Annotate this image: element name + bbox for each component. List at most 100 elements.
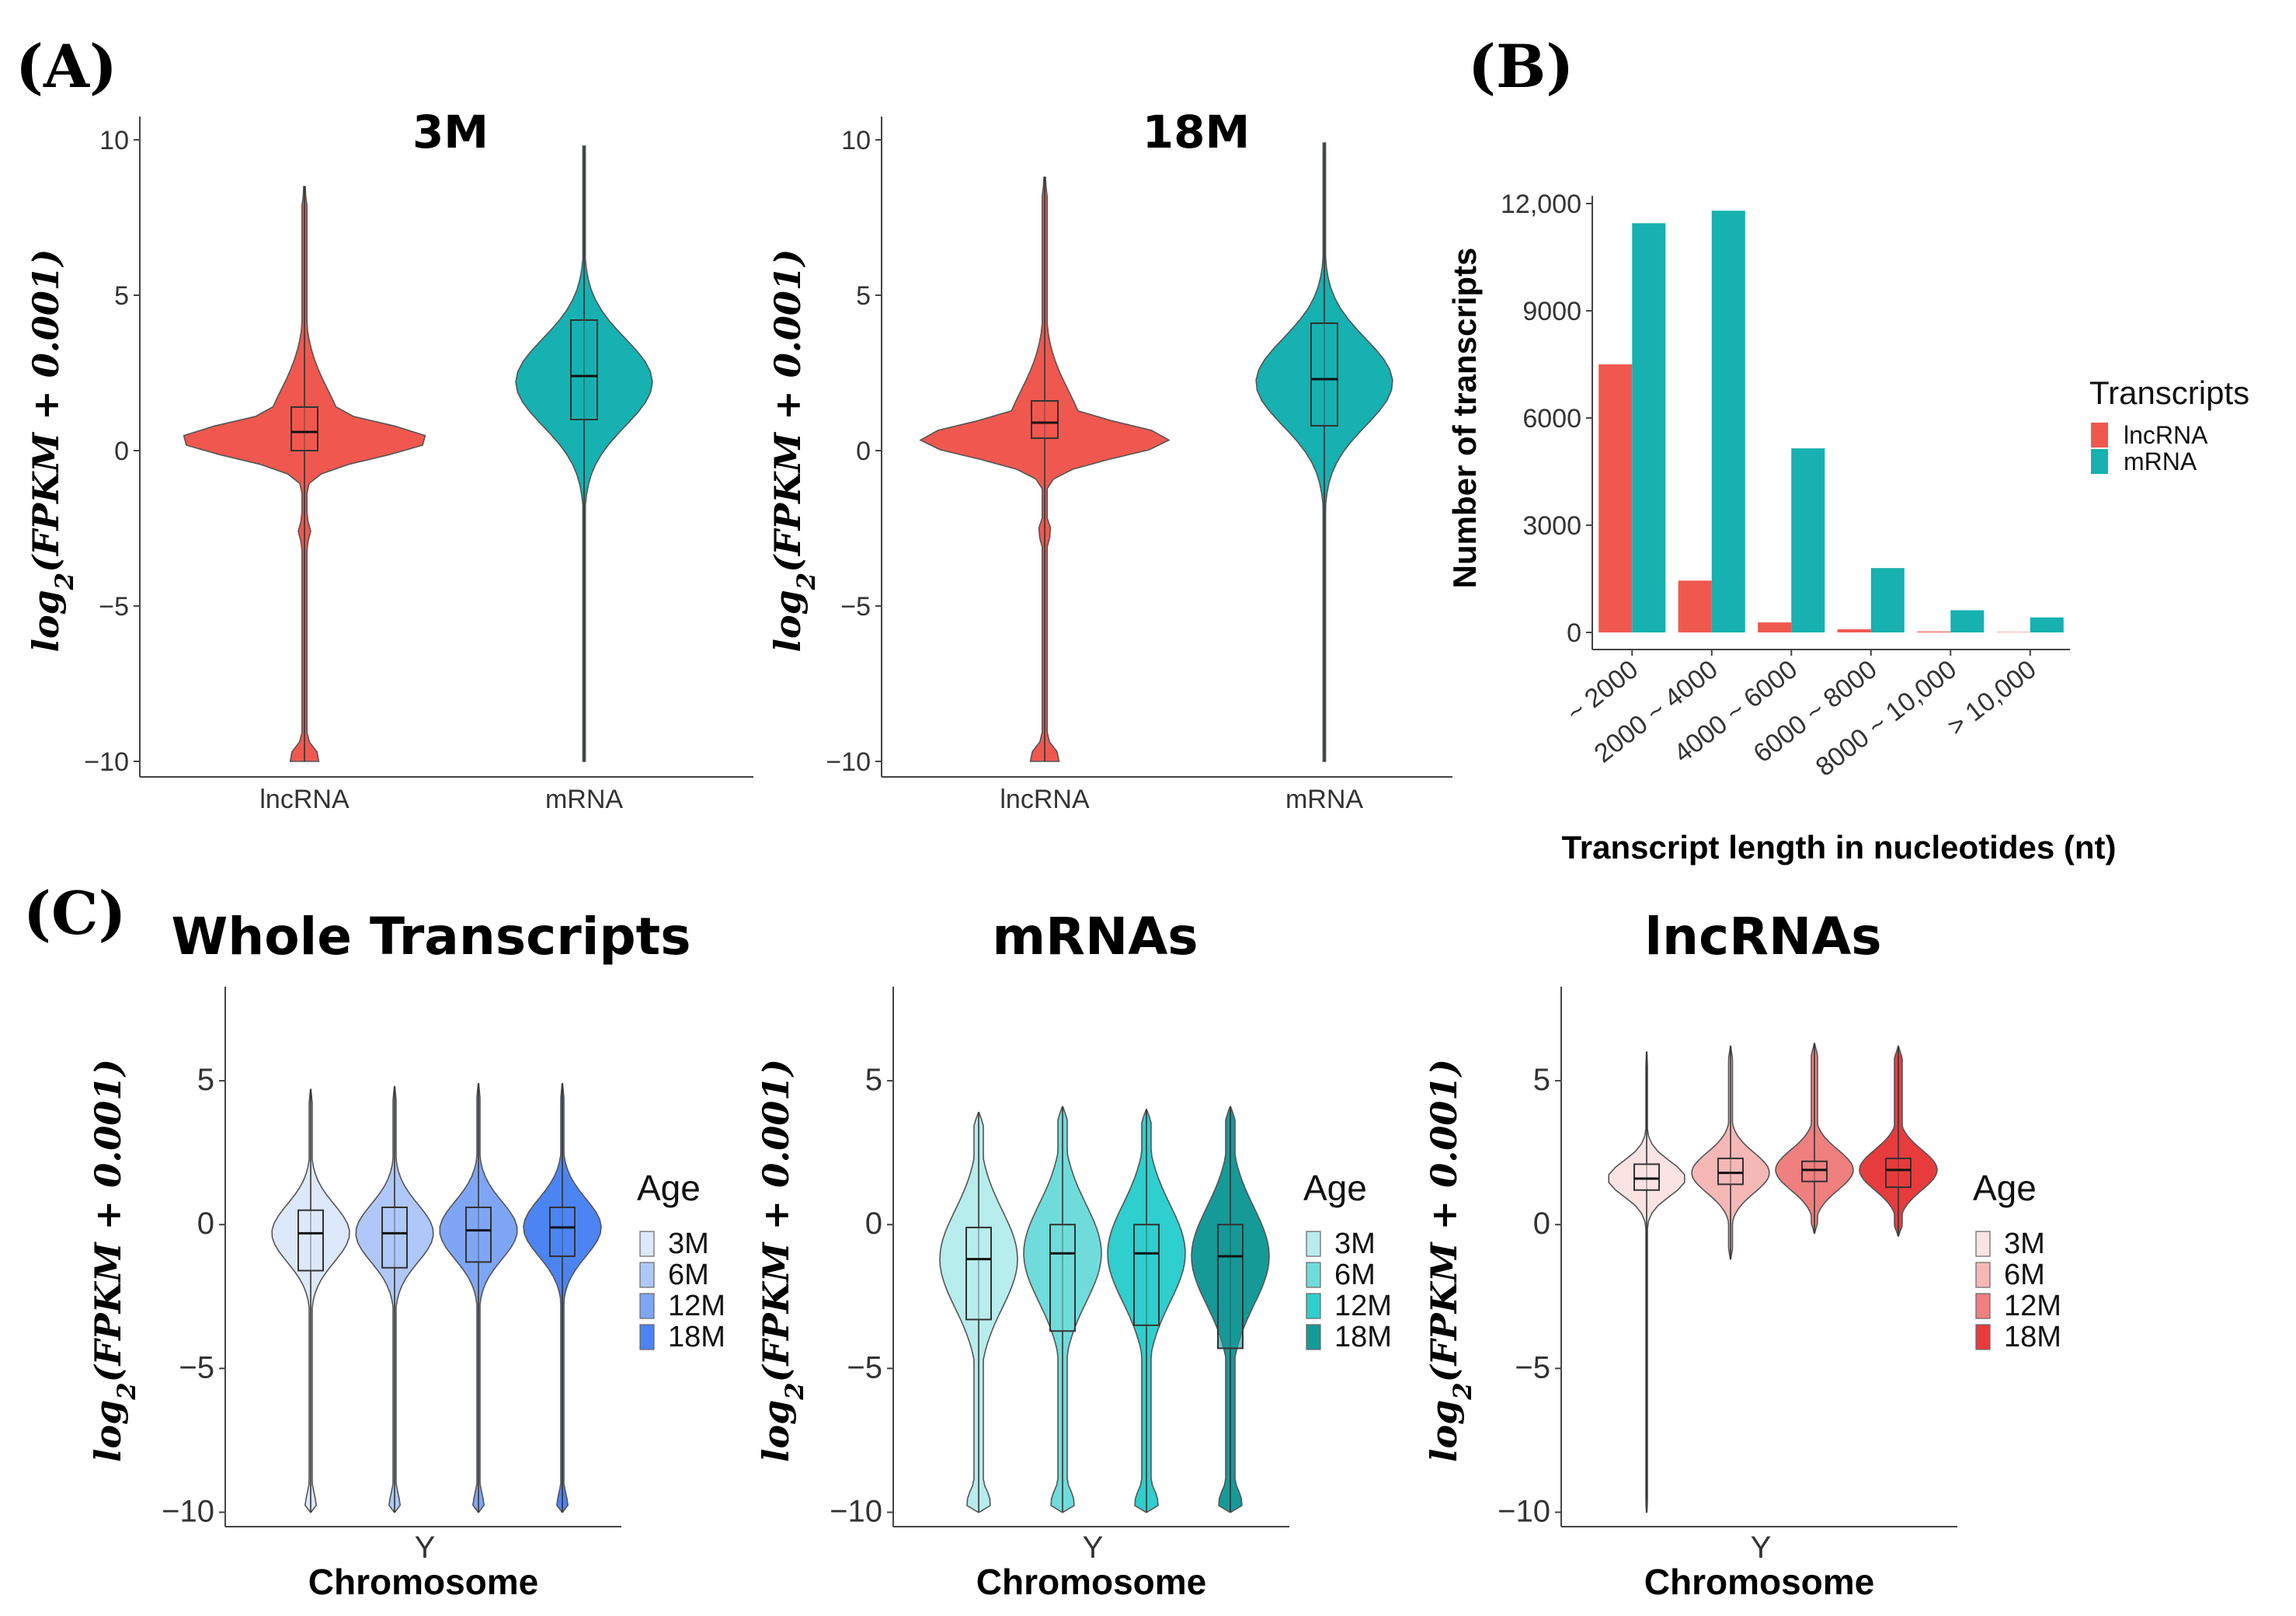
legend-item-6m: 6M	[1334, 1259, 1376, 1291]
panel-label-a: (A)	[16, 32, 117, 101]
y-tick-label: −10	[830, 1494, 882, 1528]
y-tick-label: 5	[1533, 1063, 1550, 1097]
y-tick-label: −5	[847, 1350, 882, 1384]
y-tick-label: 10	[99, 126, 129, 155]
y-tick-label: 3000	[1522, 511, 1581, 541]
y-tick-label: 12,000	[1501, 190, 1581, 219]
y-tick-label: 0	[1533, 1207, 1550, 1241]
y-tick-label: −10	[84, 747, 129, 777]
bar-mrna	[1950, 610, 1985, 632]
violin-chart-A-18M: 18M 10 5 0 −5 −10 log2(FPKM + 0.001) lncRNA mRNA	[767, 106, 1452, 814]
bar-lncrna	[1837, 629, 1871, 632]
x-tick-label: mRNA	[545, 785, 623, 814]
y-tick-label: 5	[856, 281, 871, 311]
violin-chart-C-whole: Whole Transcripts 5 0 −5 −10 log2(FPKM + 0.00…	[87, 907, 725, 1602]
x-axis-label: Transcript length in nucleotides (nt)	[1561, 829, 2116, 865]
chart-title: 3M	[412, 106, 489, 158]
legend-key-6m	[1306, 1262, 1321, 1288]
x-axis-label: Chromosome	[976, 1562, 1206, 1602]
box-3m	[965, 1226, 992, 1321]
chart-title: mRNAs	[992, 907, 1198, 966]
y-tick-label: 5	[865, 1063, 882, 1097]
legend-key-6m	[639, 1262, 655, 1288]
legend-item-12m: 12M	[1334, 1290, 1392, 1322]
y-tick-label: −10	[1498, 1494, 1550, 1528]
bar-mrna	[1632, 223, 1666, 632]
y-axis-label: log2(FPKM + 0.001)	[767, 249, 821, 652]
bar-lncrna	[1599, 364, 1633, 632]
legend-item-3m: 3M	[668, 1228, 709, 1260]
box-6m	[381, 1207, 408, 1269]
legend-item-3m: 3M	[1334, 1228, 1376, 1260]
legend-item-12m: 12M	[2004, 1290, 2061, 1322]
y-axis-label: log2(FPKM + 0.001)	[1423, 1059, 1477, 1462]
bar-mrna	[1711, 211, 1745, 632]
legend-item-lncrna: lncRNA	[2124, 421, 2208, 449]
legend-item-12m: 12M	[668, 1290, 725, 1322]
x-tick-label: 8000 ~ 10,000	[1811, 654, 1962, 782]
violin-chart-C-lncrnas: lncRNAs 5 0 −5 −10 log2(FPKM + 0.001) YChromos…	[1423, 907, 2061, 1602]
y-tick-label: −5	[840, 592, 871, 622]
y-axis-label: Number of transcripts	[1446, 248, 1483, 589]
legend-item-mrna: mRNA	[2124, 448, 2197, 475]
box-6m	[1717, 1158, 1744, 1186]
legend-title: Transcripts	[2089, 374, 2249, 411]
violin-chart-A-3M: 3M 10 5 0 −5 −10 log2(FPKM + 0.001) lncRNA mRNA	[25, 106, 753, 814]
legend-key-12m	[1975, 1293, 1991, 1319]
box-mrna	[1310, 322, 1338, 427]
y-tick-label: 6000	[1522, 404, 1581, 434]
bar-lncrna	[1758, 622, 1792, 632]
box-18m	[1885, 1158, 1912, 1189]
bar-mrna	[1791, 448, 1825, 632]
legend-title: Age	[637, 1168, 701, 1208]
box-lncrna	[1031, 400, 1059, 439]
legend-title: Age	[1303, 1168, 1367, 1208]
box-12m	[465, 1207, 492, 1263]
legend-key-12m	[639, 1293, 655, 1319]
x-tick-label: lncRNA	[259, 785, 350, 814]
x-tick-label: mRNA	[1285, 785, 1363, 814]
legend-key-18m	[1306, 1324, 1321, 1350]
legend-key-lncrna	[2091, 423, 2108, 448]
box-3m	[297, 1209, 324, 1272]
bar-mrna	[2030, 617, 2064, 632]
y-tick-label: 5	[197, 1063, 214, 1097]
legend-key-12m	[1306, 1293, 1321, 1319]
bar-mrna	[1870, 568, 1905, 632]
box-18m	[549, 1207, 576, 1257]
y-tick-label: 0	[1567, 618, 1581, 648]
box-6m	[1049, 1224, 1076, 1332]
chart-title: Whole Transcripts	[172, 907, 691, 966]
legend-title: Age	[1973, 1168, 2037, 1208]
y-axis-label: log2(FPKM + 0.001)	[87, 1059, 141, 1462]
box-12m	[1133, 1224, 1160, 1326]
legend-key-3m	[1975, 1231, 1991, 1257]
violin-chart-C-mrnas: mRNAs 5 0 −5 −10 log2(FPKM + 0.001) YChromosom…	[755, 907, 1392, 1602]
legend-item-18m: 18M	[2004, 1321, 2061, 1353]
x-axis-label: Chromosome	[1644, 1562, 1874, 1602]
legend-item-18m: 18M	[668, 1321, 725, 1353]
y-tick-label: 0	[865, 1207, 882, 1241]
box-lncrna	[290, 406, 318, 451]
x-tick-label: Y	[415, 1531, 436, 1565]
y-axis-label: log2(FPKM + 0.001)	[755, 1059, 809, 1462]
y-tick-label: −5	[179, 1350, 214, 1384]
legend-key-3m	[639, 1231, 655, 1257]
box-mrna	[570, 319, 598, 420]
y-tick-label: 0	[114, 437, 129, 466]
legend-key-18m	[1975, 1324, 1991, 1350]
panel-label-c: (C)	[23, 879, 126, 948]
legend-key-18m	[639, 1324, 655, 1350]
y-tick-label: −10	[162, 1494, 214, 1528]
x-tick-label: lncRNA	[1000, 785, 1090, 814]
chart-title: lncRNAs	[1644, 907, 1881, 966]
x-tick-label: Y	[1751, 1531, 1772, 1565]
legend-item-6m: 6M	[2004, 1259, 2045, 1291]
x-tick-label: Y	[1083, 1531, 1104, 1565]
legend-item-3m: 3M	[2004, 1228, 2045, 1260]
legend-key-6m	[1975, 1262, 1991, 1288]
y-tick-label: 0	[856, 437, 871, 466]
chart-title: 18M	[1143, 106, 1250, 158]
